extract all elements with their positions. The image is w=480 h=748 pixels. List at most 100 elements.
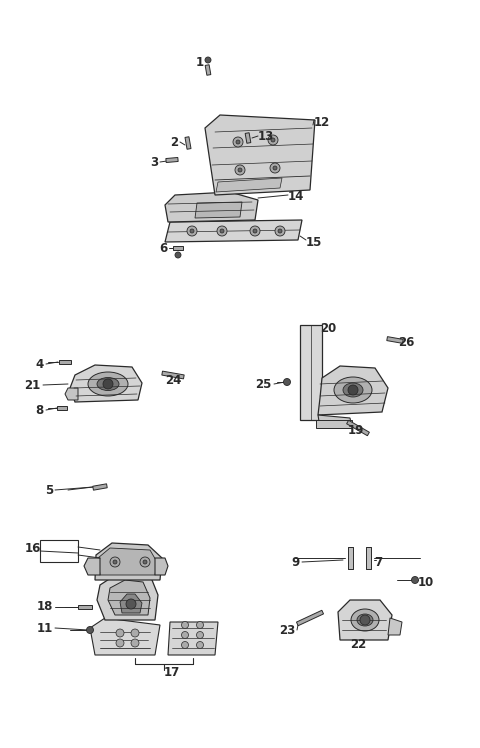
Polygon shape: [318, 366, 388, 415]
Polygon shape: [93, 484, 107, 490]
Circle shape: [103, 379, 113, 389]
Circle shape: [143, 560, 147, 564]
Polygon shape: [95, 543, 162, 580]
Text: 13: 13: [258, 129, 274, 143]
Ellipse shape: [88, 372, 128, 396]
Ellipse shape: [97, 378, 119, 390]
Circle shape: [187, 226, 197, 236]
Polygon shape: [348, 547, 352, 569]
Text: 22: 22: [350, 639, 366, 652]
Circle shape: [253, 229, 257, 233]
Circle shape: [181, 631, 189, 639]
Polygon shape: [162, 371, 184, 379]
Text: 20: 20: [320, 322, 336, 334]
Polygon shape: [338, 600, 392, 640]
Text: 26: 26: [398, 336, 414, 349]
Text: 10: 10: [418, 575, 434, 589]
Circle shape: [190, 229, 194, 233]
Polygon shape: [78, 605, 92, 609]
Circle shape: [110, 557, 120, 567]
Text: 18: 18: [36, 601, 53, 613]
Circle shape: [270, 163, 280, 173]
Circle shape: [217, 226, 227, 236]
Ellipse shape: [334, 377, 372, 403]
Circle shape: [271, 138, 275, 142]
Text: 8: 8: [36, 403, 44, 417]
Polygon shape: [365, 547, 371, 569]
Ellipse shape: [343, 383, 363, 397]
Circle shape: [116, 629, 124, 637]
Circle shape: [196, 642, 204, 649]
Polygon shape: [297, 610, 324, 626]
Circle shape: [236, 140, 240, 144]
Circle shape: [196, 622, 204, 628]
Polygon shape: [316, 420, 352, 428]
Text: 21: 21: [24, 378, 40, 391]
Polygon shape: [205, 65, 211, 76]
Text: 2: 2: [170, 135, 178, 149]
Circle shape: [273, 166, 277, 170]
Polygon shape: [57, 406, 67, 410]
Text: 14: 14: [288, 189, 304, 203]
Circle shape: [284, 378, 290, 385]
Text: 17: 17: [164, 666, 180, 678]
Circle shape: [86, 627, 94, 634]
Circle shape: [268, 135, 278, 145]
Polygon shape: [195, 202, 242, 218]
Circle shape: [131, 629, 139, 637]
Polygon shape: [318, 415, 352, 428]
Circle shape: [116, 639, 124, 647]
Polygon shape: [59, 360, 71, 364]
Polygon shape: [120, 594, 142, 613]
Circle shape: [235, 165, 245, 175]
Polygon shape: [84, 558, 100, 575]
Circle shape: [181, 642, 189, 649]
Polygon shape: [387, 337, 403, 343]
Circle shape: [233, 137, 243, 147]
Polygon shape: [185, 137, 191, 150]
Circle shape: [126, 599, 136, 609]
Text: 15: 15: [306, 236, 323, 248]
Text: 7: 7: [374, 556, 382, 568]
Circle shape: [250, 226, 260, 236]
Text: 16: 16: [25, 542, 41, 554]
Polygon shape: [155, 558, 168, 575]
Polygon shape: [165, 192, 258, 222]
Polygon shape: [70, 365, 142, 402]
Text: 3: 3: [150, 156, 158, 168]
Polygon shape: [108, 580, 150, 615]
Ellipse shape: [351, 609, 379, 631]
Text: 25: 25: [256, 378, 272, 390]
Polygon shape: [65, 388, 78, 400]
Circle shape: [360, 615, 370, 625]
Text: 12: 12: [314, 115, 330, 129]
Circle shape: [278, 229, 282, 233]
Polygon shape: [165, 220, 302, 242]
Polygon shape: [173, 246, 183, 250]
Text: 24: 24: [165, 373, 181, 387]
Text: 19: 19: [348, 423, 364, 437]
Polygon shape: [388, 618, 402, 635]
Circle shape: [140, 557, 150, 567]
Text: 4: 4: [36, 358, 44, 370]
Circle shape: [131, 639, 139, 647]
Polygon shape: [216, 178, 282, 192]
Polygon shape: [205, 115, 315, 195]
Circle shape: [175, 252, 181, 258]
Circle shape: [220, 229, 224, 233]
Polygon shape: [166, 158, 178, 162]
Polygon shape: [98, 548, 157, 575]
Polygon shape: [245, 132, 251, 144]
Text: 9: 9: [292, 556, 300, 568]
Circle shape: [113, 560, 117, 564]
Text: 11: 11: [37, 622, 53, 634]
Text: 6: 6: [160, 242, 168, 254]
Text: 23: 23: [279, 624, 295, 637]
Polygon shape: [347, 420, 370, 436]
Circle shape: [181, 622, 189, 628]
Circle shape: [275, 226, 285, 236]
Polygon shape: [300, 325, 322, 420]
Text: 5: 5: [45, 483, 53, 497]
Circle shape: [238, 168, 242, 172]
Ellipse shape: [357, 614, 373, 626]
